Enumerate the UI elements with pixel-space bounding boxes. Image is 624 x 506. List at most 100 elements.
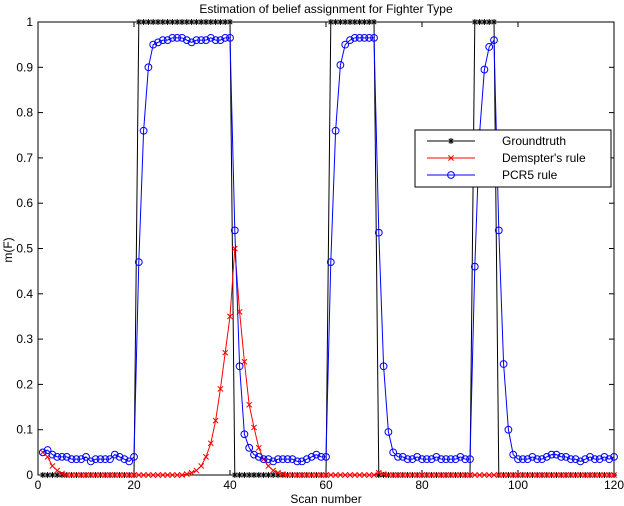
point-dempster [505,472,512,478]
point-pcr5 [514,455,522,464]
point-pcr5 [571,455,580,464]
point-dempster [116,472,123,478]
point-groundtruth [179,19,185,25]
point-dempster [529,472,536,478]
point-dempster [183,471,190,478]
point-groundtruth [155,19,161,25]
point-groundtruth [54,472,61,478]
legend-label-groundtruth: Groundtruth [502,134,566,148]
point-dempster [548,472,555,478]
point-pcr5 [120,455,129,464]
point-groundtruth [476,19,483,25]
point-pcr5 [48,450,57,459]
point-pcr5 [235,362,244,371]
point-pcr5 [437,455,446,464]
point-dempster [443,472,449,478]
point-pcr5 [86,457,95,466]
legend-label-pcr5: PCR5 rule [502,168,558,182]
point-pcr5 [221,33,230,42]
point-pcr5 [101,455,110,464]
point-pcr5 [605,455,614,464]
point-pcr5 [331,126,340,135]
point-dempster [308,472,315,478]
point-dempster [606,472,613,478]
point-pcr5 [206,33,215,42]
point-dempster [395,472,401,478]
point-groundtruth [222,19,229,25]
axes-frame [37,21,615,476]
x-tick-label: 0 [35,478,42,492]
point-pcr5 [542,452,551,461]
point-pcr5 [43,446,52,454]
point-groundtruth [371,19,377,25]
point-pcr5 [134,258,143,266]
point-pcr5 [365,33,374,42]
point-pcr5 [408,455,417,464]
point-pcr5 [590,455,599,464]
point-dempster [198,462,205,469]
point-dempster [159,472,166,478]
point-dempster [582,472,589,478]
point-pcr5 [355,33,364,42]
point-pcr5 [523,455,532,464]
point-dempster [591,472,598,478]
point-groundtruth [270,472,277,478]
legend: Groundtruth Demspter's rule PCR5 rule [414,129,612,188]
point-dempster [212,417,219,424]
point-pcr5 [509,450,518,459]
y-tick-label: 0.9 [16,60,33,74]
y-tick-label: 0.5 [16,242,33,256]
point-dempster [222,349,229,356]
point-pcr5 [370,33,378,42]
point-dempster [150,472,157,478]
point-pcr5 [336,61,345,69]
point-pcr5 [130,452,138,461]
point-groundtruth [366,19,373,25]
y-tick-label: 0.8 [16,106,33,120]
point-pcr5 [58,452,66,461]
y-tick-label: 0.6 [16,196,33,210]
point-pcr5 [350,33,359,42]
y-tick-label: 0.2 [16,377,33,391]
point-dempster [572,472,579,478]
point-dempster [102,472,109,478]
point-dempster [611,472,617,478]
point-pcr5 [125,457,134,466]
point-dempster [519,472,526,478]
point-dempster [241,358,248,365]
point-dempster [299,472,305,478]
point-pcr5 [149,40,158,49]
point-dempster [332,472,339,478]
point-dempster [174,472,181,478]
point-dempster [275,469,281,476]
point-pcr5 [562,452,570,461]
point-pcr5 [139,126,148,135]
x-tick-label: 40 [223,478,237,492]
point-pcr5 [326,258,335,266]
legend-marker-groundtruth [448,138,454,144]
point-dempster [577,472,584,478]
y-tick-label: 0.7 [16,151,33,165]
point-dempster [500,472,507,478]
point-dempster [188,469,195,476]
point-dempster [164,472,171,478]
point-pcr5 [518,455,527,464]
point-pcr5 [586,452,594,461]
point-pcr5 [341,40,350,49]
point-groundtruth [227,19,233,25]
point-dempster [495,472,502,478]
point-pcr5 [317,452,326,461]
point-pcr5 [389,448,398,457]
point-groundtruth [241,472,248,478]
point-dempster [131,472,137,478]
legend-label-dempster: Demspter's rule [502,151,586,165]
point-pcr5 [394,452,402,461]
point-groundtruth [491,19,497,25]
point-dempster [54,467,61,474]
point-dempster [510,472,517,478]
point-dempster [135,472,142,478]
point-dempster [491,472,497,478]
point-groundtruth [260,472,267,478]
point-dempster [601,472,608,478]
point-groundtruth [164,19,171,25]
